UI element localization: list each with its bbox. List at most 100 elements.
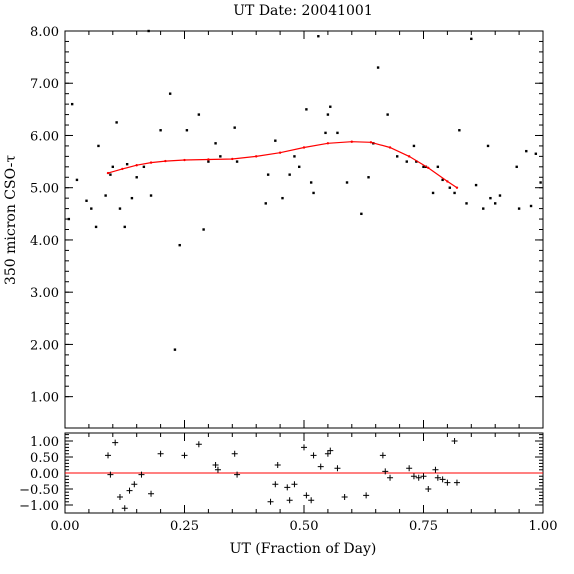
data-point: [298, 165, 301, 169]
residual-point: [274, 462, 281, 468]
data-point: [266, 173, 270, 176]
data-point: [168, 92, 172, 95]
data-point: [517, 207, 521, 210]
fit-point: [326, 142, 330, 145]
data-point: [309, 181, 313, 184]
data-point: [539, 181, 542, 184]
residual-point: [453, 479, 460, 486]
data-point: [147, 29, 150, 33]
fit-point: [135, 164, 138, 167]
residual-point: [382, 468, 389, 475]
data-point: [214, 142, 217, 145]
residual-point: [181, 452, 188, 459]
data-point: [293, 155, 296, 158]
data-point: [149, 194, 153, 197]
residual-point: [112, 439, 119, 446]
residual-point: [420, 473, 427, 480]
data-point: [207, 160, 210, 163]
data-point: [173, 348, 177, 351]
residual-point: [131, 481, 138, 488]
residual-point: [363, 492, 370, 499]
fit-point: [302, 146, 306, 149]
fit-point: [427, 166, 430, 170]
data-point: [498, 194, 502, 197]
residual-point: [116, 494, 123, 500]
data-point: [264, 202, 267, 205]
main-ytick-label: 7.00: [30, 77, 59, 92]
residual-point: [195, 441, 202, 448]
residual-point: [308, 497, 315, 504]
data-point: [386, 113, 389, 116]
data-point: [142, 165, 146, 169]
residual-point: [107, 471, 114, 478]
residual-point: [286, 497, 293, 504]
main-ytick-label: 5.00: [30, 182, 59, 197]
data-point: [415, 160, 418, 163]
data-point: [178, 243, 181, 247]
data-point: [281, 196, 284, 200]
residual-point: [138, 471, 145, 478]
fit-point: [407, 155, 411, 158]
fit-point: [106, 171, 110, 175]
residual-point: [301, 444, 307, 451]
data-point: [130, 196, 134, 200]
residual-point: [157, 450, 164, 457]
data-point: [453, 191, 456, 195]
residual-point: [105, 452, 112, 459]
fit-point: [455, 186, 459, 189]
data-point: [458, 129, 461, 132]
data-point: [376, 66, 380, 69]
data-point: [412, 144, 416, 148]
residual-point: [212, 462, 219, 468]
main-ytick-label: 8.00: [30, 25, 59, 40]
residual-point: [324, 450, 331, 457]
data-point: [486, 144, 490, 148]
data-point: [326, 113, 330, 116]
data-point: [90, 207, 93, 210]
data-point: [197, 113, 201, 116]
fit-point: [369, 141, 373, 144]
residual-ytick-label: −0.50: [19, 483, 59, 498]
data-point: [360, 212, 363, 216]
data-point: [336, 131, 339, 135]
residual-point: [334, 465, 341, 472]
residual-point: [126, 487, 133, 494]
fit-point: [149, 161, 153, 164]
residual-point: [434, 474, 441, 481]
residual-panel: −1.00−0.500.000.501.000.00 0.25 0.50 0.75 1.…: [19, 432, 557, 534]
data-point: [329, 105, 332, 108]
data-point: [67, 217, 71, 221]
main-ytick-label: 3.00: [30, 286, 59, 301]
fit-point: [255, 155, 258, 158]
data-point: [97, 144, 100, 148]
data-point: [324, 131, 327, 135]
residual-point: [425, 486, 432, 492]
data-point: [104, 194, 107, 197]
residual-point: [303, 492, 310, 499]
data-point: [185, 129, 189, 132]
data-point: [436, 165, 440, 169]
x-axis-label: UT (Fraction of Day): [230, 541, 377, 557]
residual-point: [121, 505, 128, 512]
main-ytick-label: 1.00: [30, 391, 59, 406]
data-point: [494, 202, 497, 205]
data-point: [235, 160, 239, 163]
fit-point: [446, 180, 449, 183]
data-point: [441, 178, 444, 182]
residual-point: [410, 473, 417, 480]
residual-point: [148, 490, 155, 497]
fit-point: [164, 159, 167, 163]
fit-point: [388, 146, 392, 149]
fit-point: [231, 157, 234, 161]
residual-point: [379, 452, 386, 459]
data-point: [317, 35, 320, 38]
x-tick-label: 0.50: [290, 519, 319, 534]
residual-point: [444, 479, 451, 486]
data-point: [75, 178, 79, 182]
data-point: [489, 196, 492, 200]
data-point: [135, 176, 138, 179]
x-tick-label: 0.00: [51, 519, 80, 534]
data-point: [470, 37, 473, 41]
residual-point: [432, 466, 439, 473]
